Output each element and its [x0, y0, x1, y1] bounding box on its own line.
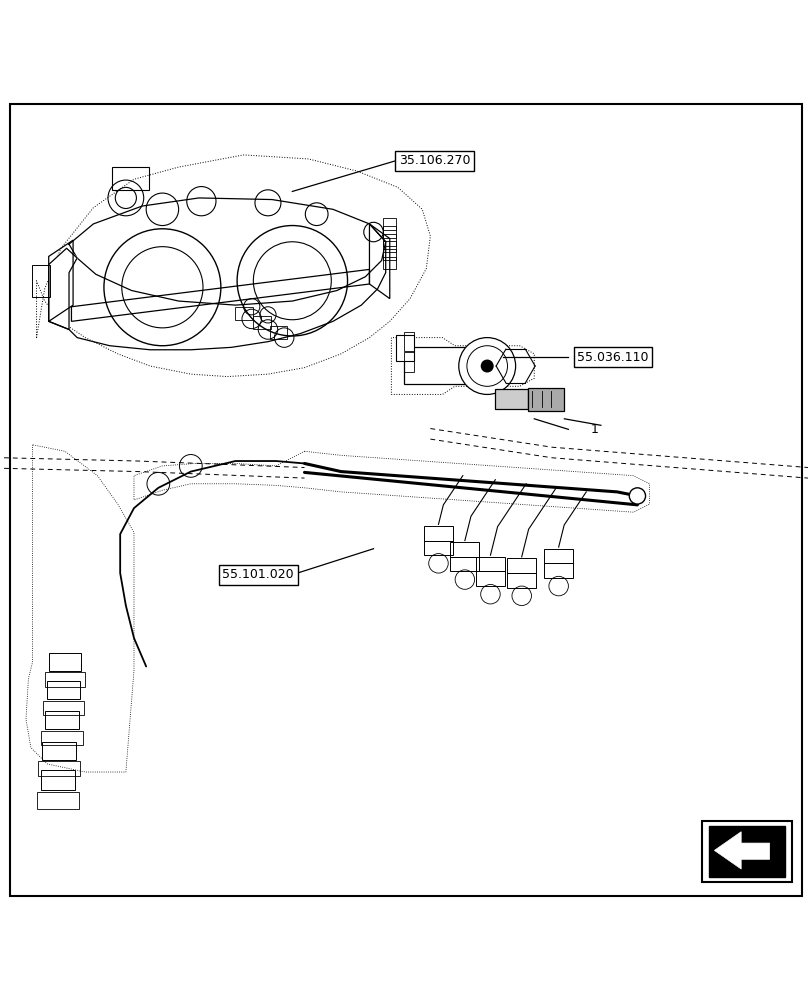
Bar	[449, 542, 478, 557]
Circle shape	[629, 488, 645, 504]
Bar	[36, 792, 79, 809]
Text: 55.036.110: 55.036.110	[577, 351, 648, 364]
Bar	[45, 672, 85, 687]
Bar	[32, 265, 50, 297]
Bar	[423, 526, 453, 541]
Bar	[45, 711, 79, 729]
Bar	[404, 332, 414, 351]
Bar	[404, 347, 481, 384]
Bar	[383, 226, 396, 238]
Polygon shape	[714, 832, 769, 869]
Bar	[269, 326, 287, 339]
Bar	[49, 653, 81, 671]
Circle shape	[458, 338, 515, 394]
Bar	[43, 701, 84, 715]
Bar	[475, 557, 504, 571]
Bar	[41, 770, 75, 790]
Bar	[396, 335, 414, 361]
Bar	[235, 307, 253, 320]
Bar	[543, 549, 573, 563]
Text: 55.101.020: 55.101.020	[222, 568, 294, 581]
Bar	[404, 352, 414, 372]
Bar	[506, 573, 536, 588]
Bar	[383, 234, 396, 246]
Text: 35.106.270: 35.106.270	[398, 154, 470, 167]
Bar	[475, 571, 504, 586]
Bar	[38, 761, 80, 776]
Circle shape	[480, 360, 493, 373]
Bar	[42, 742, 76, 760]
Bar	[527, 388, 564, 411]
Bar	[506, 558, 536, 573]
Bar	[112, 167, 148, 190]
Bar	[495, 389, 527, 409]
Bar	[383, 257, 396, 269]
Polygon shape	[49, 248, 77, 329]
Bar	[543, 563, 573, 578]
Text: 1: 1	[590, 423, 599, 436]
Bar	[449, 557, 478, 571]
Bar	[383, 218, 396, 230]
Bar	[383, 241, 396, 252]
Bar	[383, 249, 396, 260]
Bar	[47, 681, 79, 699]
Bar	[702, 821, 791, 882]
Bar	[253, 316, 271, 329]
Bar	[41, 731, 83, 745]
Bar	[708, 826, 784, 877]
Bar	[423, 541, 453, 555]
